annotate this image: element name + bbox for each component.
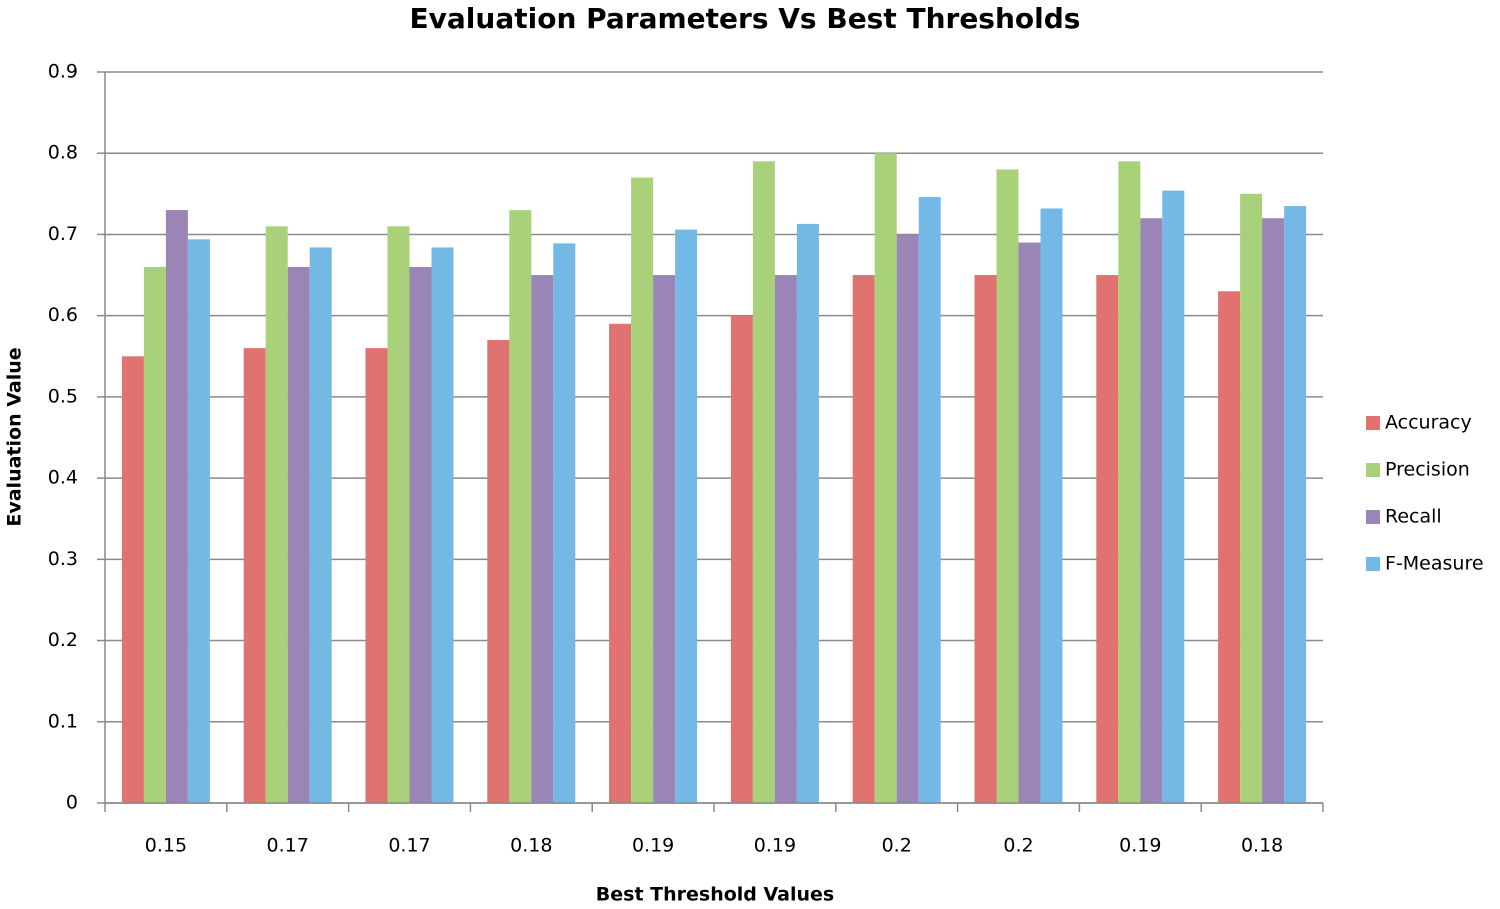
legend-swatch (1366, 416, 1380, 430)
bar (1040, 208, 1063, 803)
bar (653, 275, 676, 803)
bar (1096, 275, 1119, 803)
bar (974, 275, 997, 803)
y-tick-label: 0.6 (48, 304, 78, 326)
bar (1218, 291, 1241, 803)
bar (409, 266, 432, 803)
y-axis-title: Evaluation Value (4, 347, 26, 526)
bar (675, 229, 698, 803)
legend-label: Precision (1385, 459, 1470, 481)
bar (631, 177, 654, 804)
bar (896, 234, 919, 803)
x-tick-label: 0.2 (882, 835, 912, 857)
bar (1262, 218, 1285, 803)
bar (730, 315, 753, 803)
bar (1018, 242, 1041, 804)
bar (143, 266, 166, 803)
legend-swatch (1366, 510, 1380, 524)
bar (243, 348, 266, 803)
bar (1118, 161, 1141, 803)
y-tick-label: 0 (66, 792, 78, 814)
x-tick-label: 0.18 (1241, 835, 1283, 857)
y-tick-label: 0.1 (48, 710, 78, 732)
chart-title: Evaluation Parameters Vs Best Thresholds (410, 2, 1081, 35)
bar (1284, 206, 1307, 803)
legend-swatch (1366, 463, 1380, 477)
bar (187, 239, 210, 804)
bar (553, 243, 576, 803)
bar (996, 169, 1019, 803)
legend-label: F-Measure (1385, 553, 1484, 575)
x-tick-label: 0.17 (388, 835, 430, 857)
y-tick-label: 0.5 (48, 385, 78, 407)
y-tick-label: 0.8 (48, 142, 78, 164)
y-tick-label: 0.3 (48, 548, 78, 570)
bar (774, 275, 797, 803)
y-tick-label: 0.4 (48, 467, 78, 489)
bar (287, 266, 310, 803)
legend-swatch (1366, 557, 1380, 571)
x-tick-label: 0.18 (510, 835, 552, 857)
x-tick-label: 0.19 (1119, 835, 1161, 857)
x-tick-label: 0.19 (632, 835, 674, 857)
x-axis-title: Best Threshold Values (596, 884, 834, 906)
y-tick-label: 0.9 (48, 61, 78, 83)
x-tick-label: 0.15 (145, 835, 187, 857)
y-tick-label: 0.2 (48, 629, 78, 651)
bar (121, 356, 144, 803)
bar (609, 323, 632, 803)
bar (752, 161, 775, 803)
bar (431, 247, 454, 803)
bar (918, 197, 941, 804)
bar (265, 226, 288, 804)
bar (309, 247, 332, 803)
bar (1140, 218, 1163, 803)
bar (796, 223, 819, 803)
x-tick-label: 0.2 (1003, 835, 1033, 857)
bar (1162, 190, 1185, 803)
bar (365, 348, 388, 803)
x-tick-label: 0.19 (754, 835, 796, 857)
bar (852, 275, 875, 803)
bar (487, 340, 510, 803)
x-tick-label: 0.17 (267, 835, 309, 857)
bar (387, 226, 410, 804)
bar (874, 153, 897, 803)
bar (1240, 193, 1263, 804)
bar (531, 275, 554, 803)
bar (165, 210, 188, 804)
legend-label: Recall (1385, 506, 1442, 528)
legend-label: Accuracy (1385, 412, 1472, 434)
y-tick-label: 0.7 (48, 223, 78, 245)
bar (509, 210, 532, 804)
